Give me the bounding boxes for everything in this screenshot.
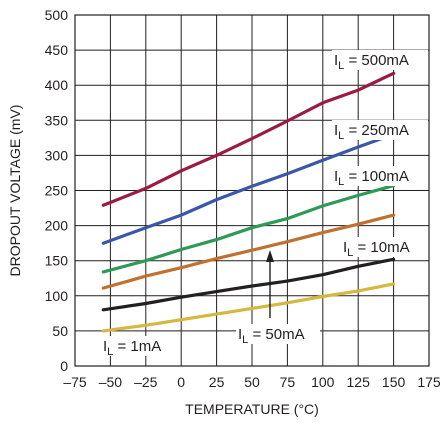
- y-tick-label: 50: [52, 323, 68, 339]
- x-tick-label: 50: [244, 374, 260, 390]
- arrow-50ma: [266, 250, 274, 318]
- series-label-text: IL = 100mA: [334, 168, 409, 188]
- label-background: [101, 336, 175, 356]
- label-background: [236, 324, 320, 344]
- y-tick-label: 100: [45, 288, 69, 304]
- y-tick-label: 300: [45, 147, 69, 163]
- x-tick-label: 175: [417, 374, 441, 390]
- series-label: IL = 250mA: [332, 120, 428, 142]
- series-label: IL = 10mA: [341, 237, 421, 259]
- x-tick-label: 75: [280, 374, 296, 390]
- series-line: [101, 282, 396, 333]
- series-label-text: IL = 500mA: [334, 52, 409, 72]
- series-annotations: IL = 500mA IL = 250mA IL = 100mA IL = 50mA I…: [101, 50, 428, 358]
- label-background: [341, 237, 421, 257]
- series-lines: [101, 71, 396, 333]
- tick-labels: –75 –50 –25 0 25 50 75 100 125 150 175 0 50 100 150 200…: [45, 7, 441, 390]
- series-label: IL = 500mA: [332, 50, 428, 72]
- arrow-head: [266, 250, 274, 262]
- y-tick-label: 500: [45, 7, 69, 23]
- y-axis-title: DROPOUT VOLTAGE (mV): [7, 105, 23, 277]
- series-line: [101, 257, 396, 312]
- x-tick-label: –50: [99, 374, 123, 390]
- series-line: [101, 132, 396, 245]
- x-tick-label: 100: [311, 374, 335, 390]
- x-tick-label: –25: [134, 374, 158, 390]
- x-tick-label: 150: [382, 374, 406, 390]
- plot-border: [74, 14, 430, 367]
- series-line: [101, 71, 396, 207]
- y-tick-label: 200: [45, 218, 69, 234]
- label-background: [332, 120, 428, 140]
- x-tick-label: –75: [63, 374, 87, 390]
- series-line: [101, 184, 396, 274]
- y-tick-label: 250: [45, 183, 69, 199]
- y-tick-label: 350: [45, 112, 69, 128]
- series-label-text: IL = 10mA: [343, 239, 410, 259]
- x-tick-label: 0: [177, 374, 185, 390]
- label-background: [332, 166, 428, 186]
- series-label-text: IL = 250mA: [334, 122, 409, 142]
- series-label-text: IL = 50mA: [238, 326, 305, 346]
- series-label: IL = 1mA: [101, 336, 175, 358]
- y-tick-label: 0: [60, 358, 68, 374]
- series-line: [101, 213, 396, 290]
- y-tick-label: 150: [45, 253, 69, 269]
- x-tick-label: 25: [209, 374, 225, 390]
- series-label: IL = 50mA: [236, 324, 320, 346]
- series-label-text: IL = 1mA: [103, 338, 161, 358]
- label-background: [332, 50, 428, 70]
- plot-frame: [74, 14, 430, 367]
- series-label: IL = 100mA: [332, 166, 428, 188]
- y-tick-label: 400: [45, 77, 69, 93]
- x-axis-title: TEMPERATURE (°C): [185, 401, 319, 417]
- y-tick-label: 450: [45, 42, 69, 58]
- x-tick-label: 125: [347, 374, 371, 390]
